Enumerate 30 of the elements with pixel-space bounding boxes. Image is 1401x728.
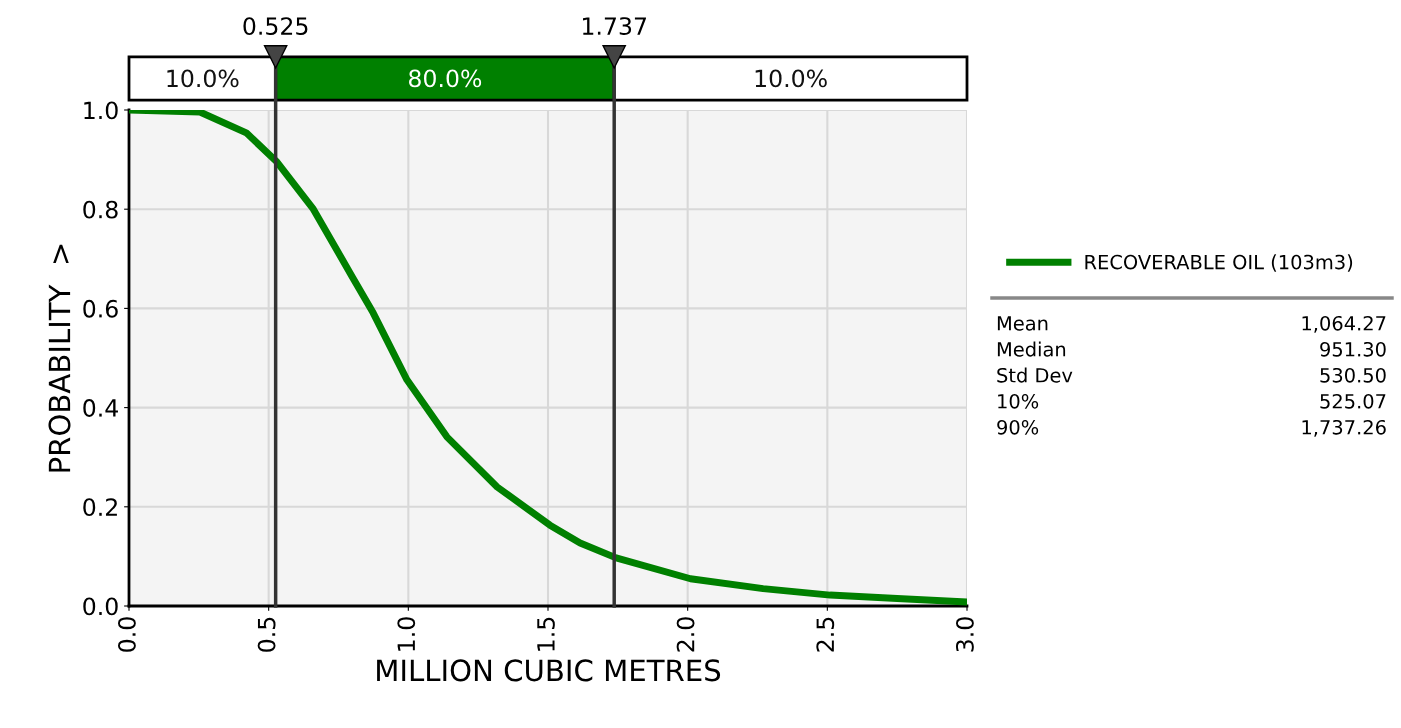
y-tick-label: 0.0 [83,597,118,616]
text: 1,737.26 [1302,419,1386,437]
x-tick-label: 1.5 [537,617,555,651]
text: Std Dev [997,367,1073,383]
ref-line-label: 1.737 [583,17,646,35]
x-tick-label: 1.0 [397,617,416,651]
y-tick-label: 0.8 [83,200,118,219]
x-tick-label: 0.5 [257,617,276,652]
y-tick-label: 0.2 [83,498,117,517]
text: Median [997,341,1066,357]
y-tick-label: 0.4 [83,399,118,417]
y-tick-label: 0.6 [83,299,118,318]
x-axis-title: MILLION CUBIC METRES [377,659,721,682]
text: 90% [997,419,1039,435]
x-tick-label: 3.0 [955,617,974,652]
text: 951.30 [1320,341,1386,357]
x-tick-label: 2.5 [816,617,835,652]
y-axis-title: PROBABILITY > [48,244,71,472]
text: Mean [997,316,1048,331]
legend-label: RECOVERABLE OIL (103m3) [1085,254,1353,272]
text: 1,064.27 [1302,315,1386,333]
y-tick-label: 1.0 [84,101,118,120]
text: 10.0% [755,69,827,88]
ref-line-label: 0.525 [243,17,308,35]
x-tick-label: 2.0 [676,617,695,652]
text: 80.0% [409,69,482,88]
text: 10.0% [167,69,239,88]
text: 530.50 [1320,367,1386,383]
text: 525.07 [1320,393,1386,409]
text: 10% [998,393,1039,409]
